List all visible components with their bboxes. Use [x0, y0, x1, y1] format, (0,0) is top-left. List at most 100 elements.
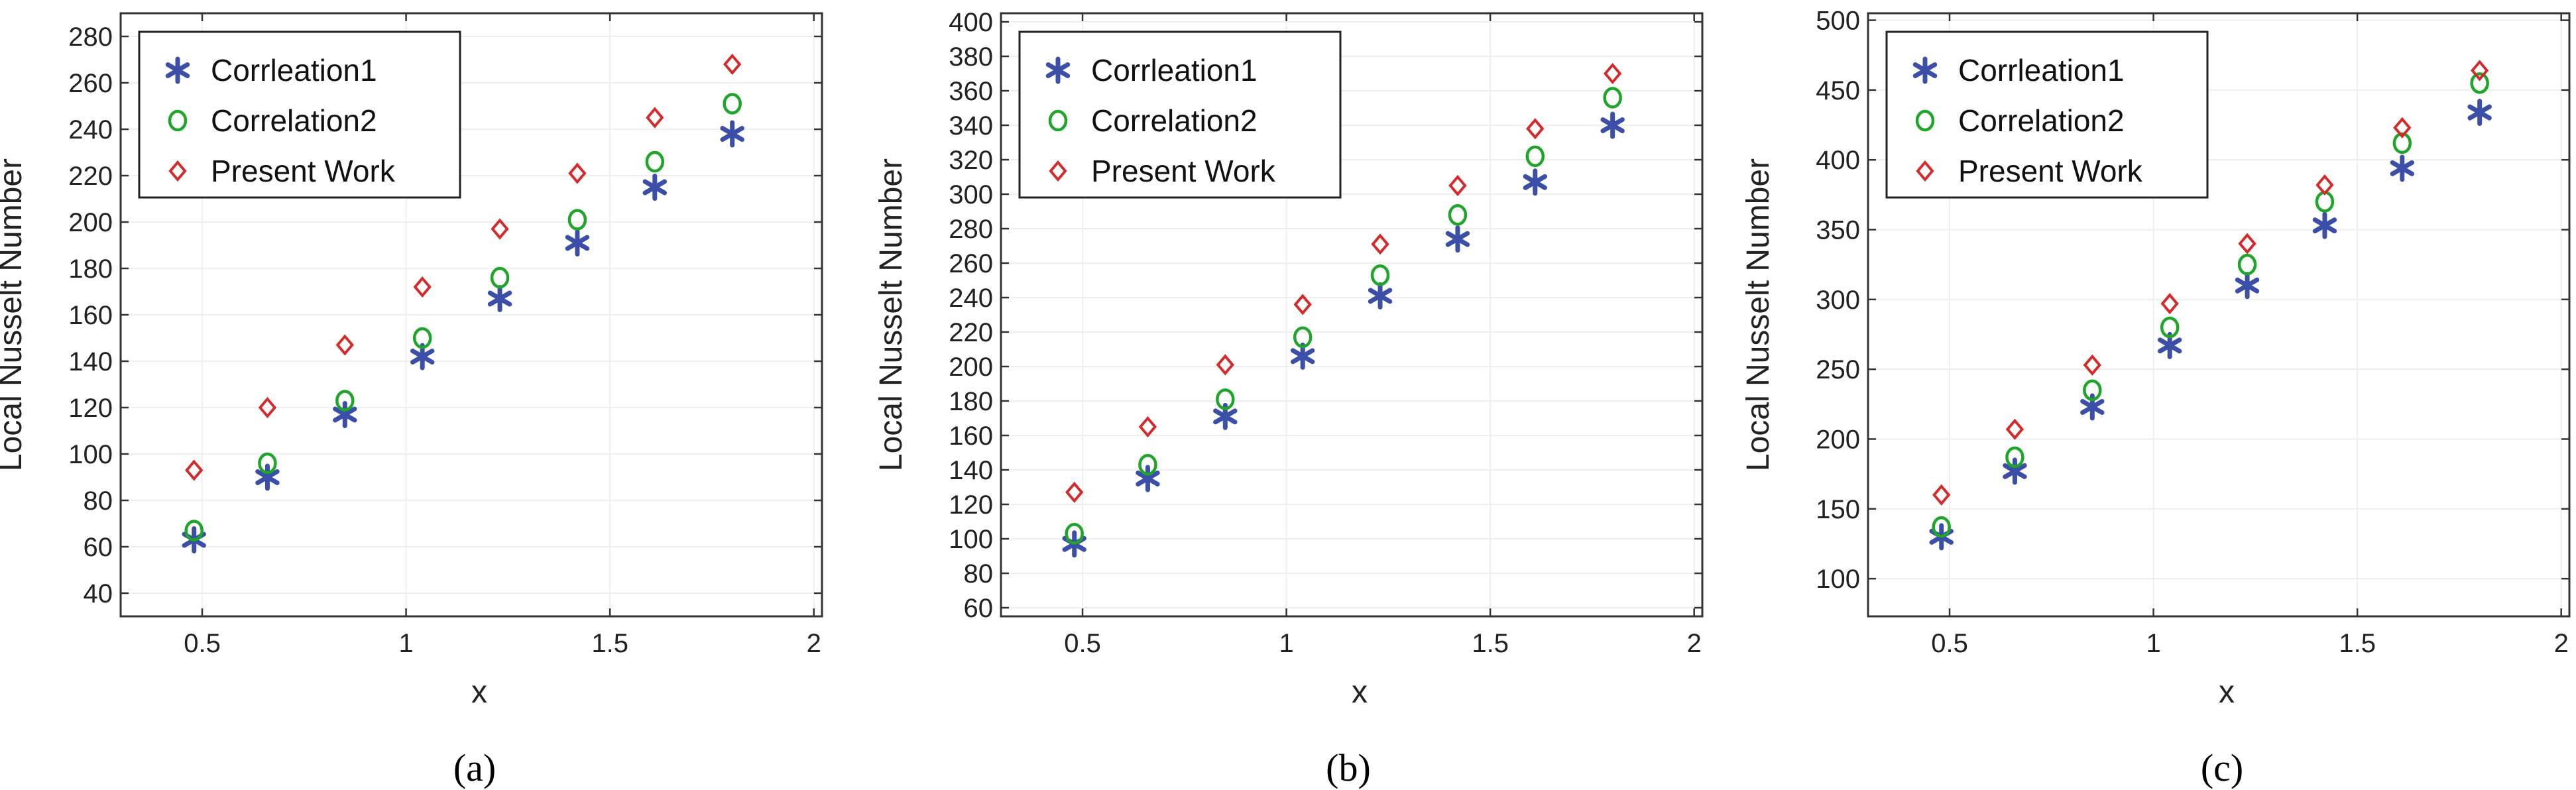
data-point-correlation2	[2005, 446, 2024, 469]
y-tick-label: 80	[84, 486, 113, 516]
data-point-present_work	[1371, 233, 1389, 255]
data-point-correlation2	[723, 93, 742, 115]
legend-label-correlation1: Corrleation1	[1091, 53, 1258, 87]
y-tick-label: 150	[1816, 495, 1860, 524]
series-present_work	[1065, 62, 1622, 503]
y-tick-label: 200	[1816, 425, 1860, 454]
gridlines	[121, 13, 822, 616]
data-point-present_work	[1603, 62, 1622, 85]
data-point-present_work	[568, 162, 587, 184]
y-tick-label: 250	[1816, 355, 1860, 384]
data-point-present_work	[335, 334, 354, 356]
x-tick-label: 0.5	[1064, 629, 1101, 658]
legend-marker-correlation2	[168, 109, 188, 132]
y-tick-label: 140	[68, 347, 113, 376]
data-point-present_work	[1448, 174, 1467, 197]
plot-frame	[1000, 12, 1704, 618]
data-point-correlation1	[565, 229, 590, 256]
y-tick-label: 300	[1816, 286, 1860, 315]
data-point-correlation2	[2237, 253, 2257, 276]
y-axis-label: Local Nusselt Number	[874, 158, 909, 471]
y-tick-label: 300	[949, 180, 993, 209]
gridlines	[1001, 13, 1702, 616]
panel-caption: (b)	[1326, 746, 1371, 789]
data-point-correlation2	[1448, 203, 1468, 226]
legend-label-present_work: Present Work	[1958, 154, 2143, 188]
data-point-correlation2	[1603, 87, 1622, 109]
data-point-present_work	[185, 459, 204, 481]
data-point-present_work	[1216, 354, 1234, 376]
data-point-present_work	[2238, 233, 2256, 254]
data-point-correlation2	[1138, 453, 1157, 476]
data-point-correlation2	[1370, 264, 1390, 286]
data-point-correlation1	[333, 401, 357, 428]
series-present_work	[185, 53, 742, 481]
legend-marker-correlation2	[1915, 109, 1935, 132]
data-point-correlation2	[1065, 522, 1084, 545]
data-point-correlation2	[490, 266, 510, 289]
data-point-correlation2	[258, 452, 277, 475]
series-present_work	[1932, 60, 2489, 506]
y-tick-label: 160	[949, 422, 993, 451]
panel-caption: (a)	[453, 746, 496, 789]
y-tick-label: 40	[84, 579, 113, 608]
x-tick-label: 1	[1279, 629, 1293, 658]
chart-panel-b: 60 80 100 120 140 160 180 200 220 240 260 280 300 320…	[874, 8, 1704, 789]
y-tick-label: 280	[68, 23, 113, 52]
y-tick-label: 260	[949, 249, 993, 278]
data-point-correlation2	[645, 150, 665, 173]
data-point-correlation2	[1525, 145, 1545, 168]
data-point-correlation1	[2312, 211, 2337, 239]
y-tick-label: 200	[68, 208, 113, 237]
data-point-present_work	[2470, 60, 2489, 82]
data-point-correlation2	[1932, 516, 1951, 538]
data-point-correlation2	[335, 390, 355, 412]
data-point-correlation2	[412, 327, 432, 349]
legend-box	[1018, 30, 1342, 199]
y-tick-label: 340	[949, 111, 993, 141]
y-tick-label: 120	[949, 490, 993, 520]
y-tick-label: 180	[949, 387, 993, 416]
data-point-correlation1	[2467, 99, 2492, 127]
series-correlation2	[1065, 87, 1622, 545]
data-point-present_work	[2315, 174, 2334, 196]
legend-label-correlation2: Correlation2	[211, 103, 377, 138]
y-tick-label: 260	[68, 69, 113, 98]
y-tick-label: 500	[1816, 7, 1860, 36]
legend-marker-correlation2	[1048, 109, 1068, 132]
y-tick-label: 220	[949, 318, 993, 347]
y-tick-label: 380	[949, 42, 993, 72]
legend-label-correlation2: Correlation2	[1091, 103, 1258, 138]
data-point-present_work	[2160, 293, 2179, 315]
x-tick-label: 1.5	[1472, 629, 1509, 658]
y-tick-label: 360	[949, 77, 993, 106]
data-point-present_work	[646, 107, 664, 129]
y-tick-label: 80	[964, 559, 994, 589]
y-tick-label: 100	[1816, 565, 1860, 594]
data-point-present_work	[2005, 418, 2024, 440]
legend-marker-correlation1	[1912, 56, 1938, 84]
x-axis-label: x	[2219, 675, 2235, 710]
plot-frame	[1867, 12, 2571, 618]
data-point-correlation2	[2160, 316, 2180, 339]
legend-box	[138, 30, 461, 199]
y-axis-label: Local Nusselt Number	[1741, 158, 1776, 471]
x-axis-label: x	[471, 675, 487, 710]
data-point-correlation1	[1600, 111, 1625, 139]
data-point-correlation1	[1136, 465, 1160, 492]
data-point-correlation1	[487, 285, 512, 312]
legend: Corrleation1 Correlation2 Present Work	[1018, 30, 1342, 199]
y-tick-label: 240	[68, 115, 113, 144]
data-point-present_work	[1138, 416, 1157, 438]
data-point-correlation2	[1216, 388, 1235, 410]
y-tick-label: 60	[84, 533, 113, 562]
data-point-correlation1	[255, 463, 280, 491]
data-point-correlation2	[2470, 72, 2489, 94]
data-point-present_work	[2083, 354, 2101, 376]
y-tick-label: 120	[68, 394, 113, 423]
y-tick-label: 350	[1816, 216, 1860, 245]
data-point-correlation1	[720, 120, 744, 148]
y-tick-label: 100	[68, 440, 113, 469]
chart-panel-a: 40 60 80 100 120 140 160 180 200 220 240 260 280 0.5 1…	[0, 12, 823, 789]
